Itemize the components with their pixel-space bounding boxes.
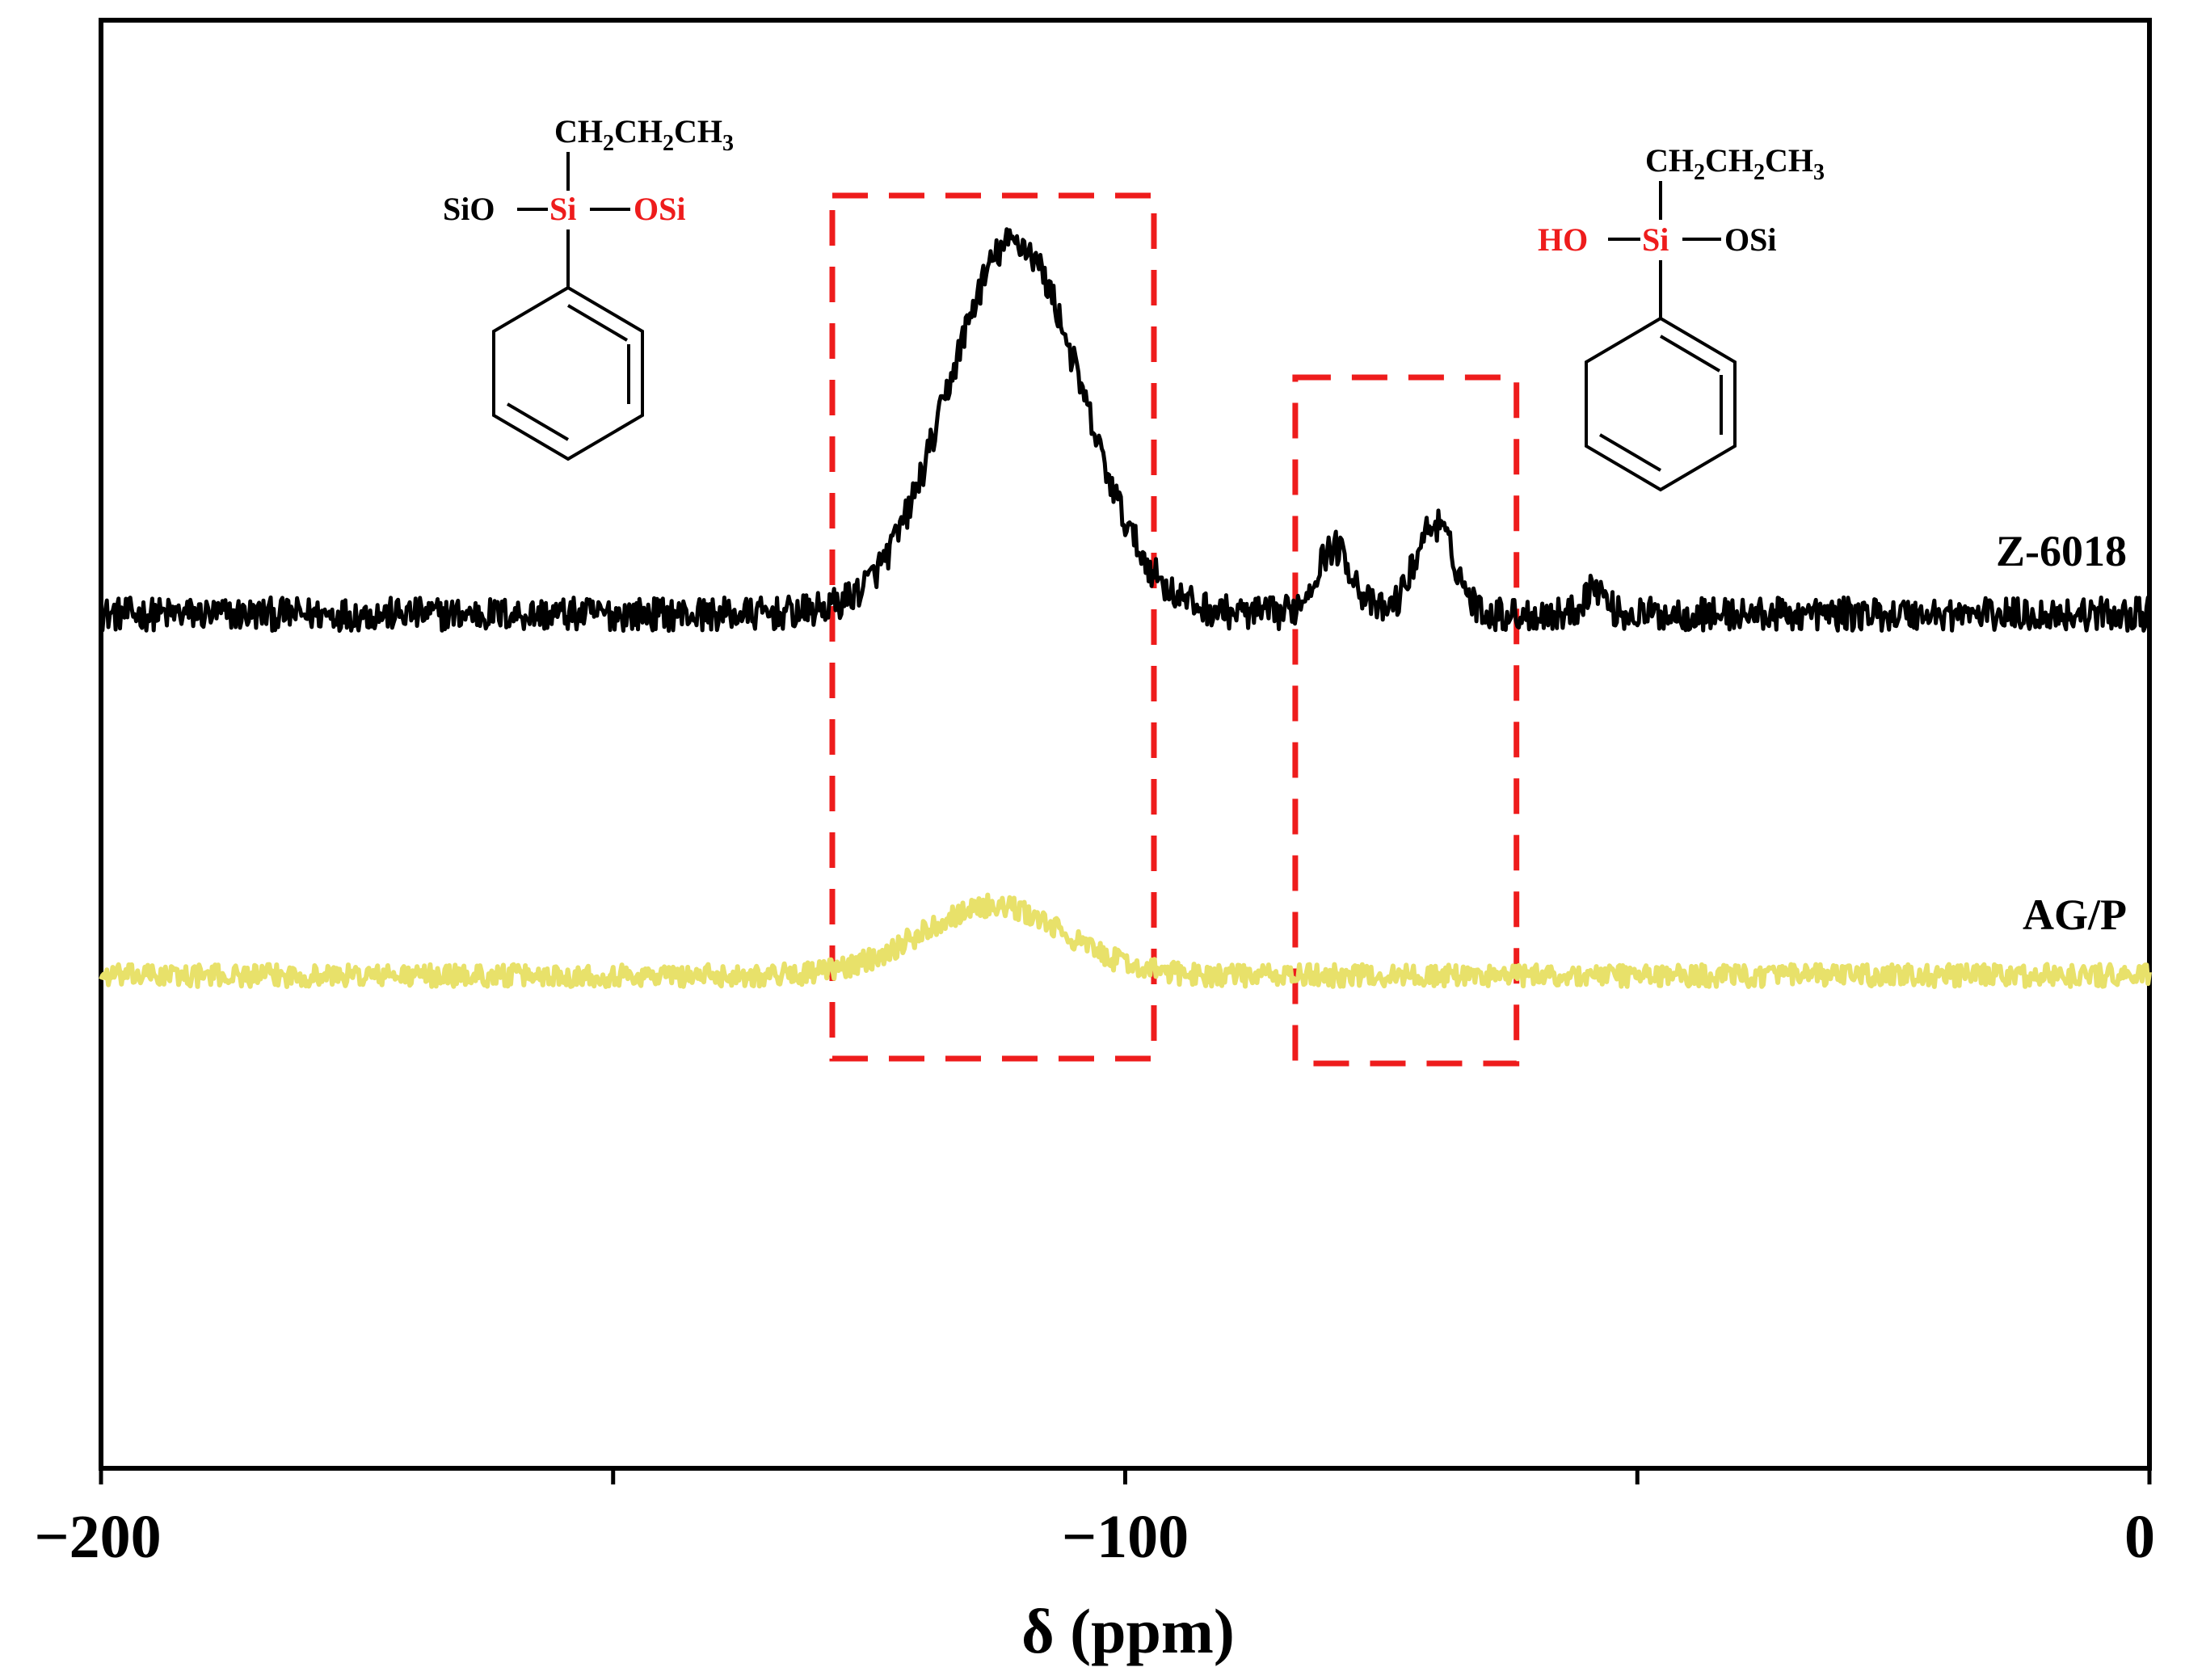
highlight-boxes	[829, 192, 1520, 1067]
structure-1-benzene-ring	[492, 285, 644, 461]
series-line-ag-p	[99, 892, 2152, 989]
structure-2-benzene-ring	[1585, 316, 1737, 492]
structure-1-ring-double-1	[566, 304, 629, 342]
highlight-box	[1292, 374, 1520, 1067]
series-line-z-6018	[100, 227, 2152, 634]
structure-2-propyl: CH2CH2CH3	[1645, 142, 1825, 185]
x-tick-label: −200	[34, 1503, 161, 1571]
x-axis-ticks: −200 −100 0	[34, 1468, 2155, 1571]
plot-frame	[99, 18, 2152, 1471]
structure-1-si: Si	[549, 191, 576, 227]
x-tick-label: 0	[2124, 1503, 2155, 1571]
highlight-box	[829, 192, 1157, 1062]
structure-siloxane: CH2CH2CH3 SiO Si OSi	[443, 113, 734, 461]
spectra	[99, 227, 2152, 989]
structure-2-ring-double-1	[1659, 335, 1721, 373]
structure-1-propyl: CH2CH2CH3	[554, 113, 734, 156]
series-label: Z-6018	[1996, 527, 2127, 575]
x-axis-title: δ (ppm)	[1021, 1596, 1235, 1666]
structure-1-ring-double-3	[506, 402, 570, 441]
structure-silanol: CH2CH2CH3 HO Si OSi	[1538, 142, 1825, 492]
plot-area	[99, 18, 2152, 1471]
x-tick-label: −100	[1062, 1503, 1189, 1571]
structure-2-right: OSi	[1724, 221, 1776, 258]
series-label: AG/P	[2023, 891, 2127, 939]
structure-2-left: HO	[1538, 221, 1588, 258]
structure-2-ring-double-3	[1598, 433, 1662, 472]
series-labels: Z-6018 AG/P	[1996, 527, 2127, 939]
structure-2-si: Si	[1642, 221, 1669, 258]
structure-1-right: OSi	[634, 191, 685, 227]
structure-1-left: SiO	[443, 191, 495, 227]
